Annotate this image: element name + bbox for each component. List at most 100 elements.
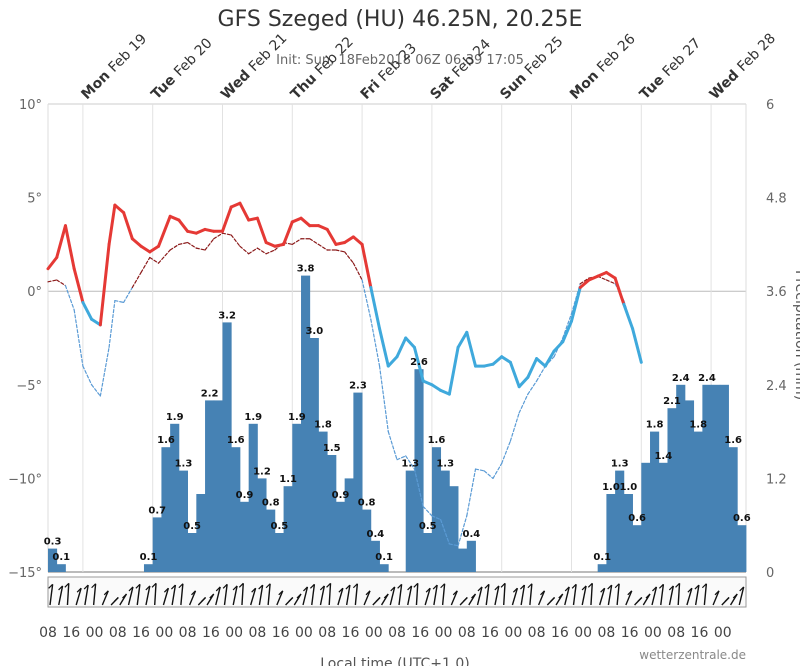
temperature-2m-segment [412, 345, 425, 383]
wind-arrow-head [732, 593, 738, 599]
temperature-2m-segment [578, 278, 591, 289]
bar-label: 0.5 [271, 521, 289, 532]
temperature-2m-segment [404, 336, 416, 349]
wind-arrow [607, 584, 613, 606]
precip-bar [606, 494, 616, 572]
precip-bar [449, 486, 459, 572]
wind-arrow-head [135, 583, 141, 589]
wind-arrow [267, 583, 271, 606]
temperature-850-segment [562, 313, 573, 339]
wind-arrow-head [265, 583, 271, 589]
hour-tick: 08 [458, 625, 476, 641]
wind-arrow [599, 587, 606, 606]
precip-bar [623, 494, 633, 572]
temperature-2m-segment [439, 388, 451, 396]
chart-subtitle: Init: Sun, 18Feb2018 06Z 06:39 17:05 [276, 53, 524, 68]
temperature-2m-segment [543, 349, 556, 368]
wind-arrow [232, 585, 238, 606]
temperature-2m-segment [282, 220, 294, 246]
wind-arrow [311, 584, 316, 606]
wind-arrow-head [540, 590, 545, 596]
wind-arrow-head [383, 593, 389, 599]
temperature-850-segment [448, 543, 459, 547]
bar-label: 1.8 [646, 420, 664, 431]
hour-tick: 00 [644, 625, 662, 641]
precip-bar [239, 501, 250, 572]
hour-tick: 16 [62, 625, 80, 641]
wind-arrow-head [222, 583, 228, 589]
temperature-850-segment [195, 247, 206, 251]
bar-label: 0.9 [236, 490, 254, 501]
wind-arrow-head [701, 583, 707, 589]
wind-arrow-head [278, 590, 284, 596]
temperature-850-segment [309, 238, 320, 245]
bar-label: 1.2 [253, 466, 271, 477]
wind-arrow [145, 585, 151, 606]
wind-arrow-head [658, 583, 664, 589]
hour-tick: 08 [597, 625, 615, 641]
wind-arrow-head [452, 590, 458, 596]
bar-label: 0.6 [628, 513, 646, 524]
wind-arrow-head [390, 586, 396, 592]
day-label: Sat Feb 24 [427, 36, 494, 103]
temperature-2m-segment [596, 270, 608, 278]
precip-bar [615, 470, 625, 572]
wind-strip [47, 576, 747, 608]
day-label-date: Feb 19 [106, 31, 151, 76]
bar-label: 2.4 [698, 373, 716, 384]
hour-tick: 00 [435, 625, 453, 641]
wind-arrow-head [83, 584, 89, 590]
wind-arrow [92, 583, 97, 606]
wind-arrow-head [462, 597, 468, 602]
day-label: Fri Feb 23 [358, 40, 420, 102]
wind-arrow [581, 585, 587, 606]
precip-bar [658, 462, 668, 572]
bar-label: 1.6 [428, 435, 446, 446]
wind-arrow [450, 590, 458, 606]
wind-arrow [651, 586, 658, 606]
wind-arrow-head [113, 597, 119, 602]
wind-arrow [476, 586, 483, 606]
day-label: Wed Feb 28 [707, 30, 779, 102]
temperature-850-segment [440, 518, 450, 545]
wind-arrow [241, 583, 244, 606]
temperature-2m-segment [325, 227, 338, 246]
temperature-2m-segment [526, 357, 539, 379]
precip-bar [248, 423, 258, 572]
temperature-850-segment [466, 468, 477, 517]
day-label-date: Feb 28 [734, 30, 779, 75]
hour-tick: 16 [551, 625, 569, 641]
wind-arrow-head [425, 587, 431, 593]
hour-tick: 08 [318, 625, 336, 641]
wind-arrow [703, 583, 708, 606]
wind-arrow-head [494, 585, 500, 591]
temperature-850-segment [47, 279, 58, 283]
wind-arrow [223, 584, 228, 606]
temperature-2m-segment [421, 379, 434, 387]
wind-arrow-head [714, 590, 720, 596]
bar-label: 2.2 [201, 388, 219, 399]
wind-arrow-head [675, 582, 680, 588]
wind-arrow-head [365, 590, 371, 596]
y-left-tick: −15° [8, 566, 42, 581]
wind-arrow-head [739, 586, 745, 592]
day-label: Mon Feb 19 [78, 31, 150, 103]
temperature-850-segment [405, 455, 416, 470]
wind-arrow-head [296, 593, 302, 599]
wind-arrow [738, 586, 745, 606]
temperature-850-segment [91, 384, 101, 397]
wind-arrow-head [258, 584, 264, 590]
precip-bar [170, 423, 180, 572]
precip-bar [301, 275, 311, 572]
wind-arrow-head [309, 583, 315, 589]
temperature-850-segment [457, 515, 468, 547]
wind-arrow-head [178, 583, 184, 589]
temperature-2m-segment [552, 340, 565, 353]
precip-bar [274, 533, 284, 572]
bar-label: 0.3 [44, 537, 62, 548]
wind-arrow [154, 583, 157, 606]
wind-arrow [258, 584, 264, 606]
temperature-2m-segment [63, 224, 76, 271]
hour-tick: 08 [528, 625, 546, 641]
